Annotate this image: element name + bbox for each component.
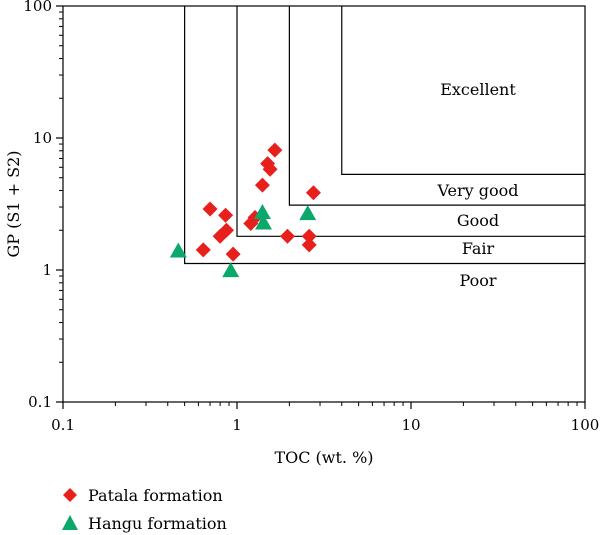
zone-boundaries [184,6,585,265]
zone-boundary-good [236,6,585,237]
zone-labels: Excellent Very good Good Fair Poor [436,80,518,290]
zone-label-very-good: Very good [436,181,518,200]
legend-label-patala: Patala formation [88,486,223,505]
y-axis-label: GP (S1 + S2) [4,151,23,258]
patala-point [254,177,270,193]
zone-boundary-fair [184,6,585,265]
patala-point [279,228,295,244]
patala-point [301,237,317,253]
patala-point [218,222,234,238]
patala-point [225,246,241,262]
patala-point [218,207,234,223]
axis-ticks: 0.1 1 10 100 0.1 1 10 100 [23,0,599,434]
zone-boundary-very-good [288,6,585,206]
patala-point [305,185,321,201]
y-tick-label: 0.1 [28,393,52,411]
patala-point [195,242,211,258]
patala-point [301,228,317,244]
zone-label-poor: Poor [459,271,496,290]
legend-label-hangu: Hangu formation [88,514,227,533]
patala-point [262,161,278,177]
x-tick-label: 1 [232,416,242,434]
x-tick-label: 100 [571,416,600,434]
hangu-point [299,205,317,221]
y-tick-label: 10 [33,129,52,147]
zone-label-fair: Fair [462,239,495,258]
zone-label-excellent: Excellent [440,80,516,99]
hangu-point [254,214,272,230]
y-tick-label: 100 [23,0,52,15]
hangu-point [253,204,271,220]
hangu-point [169,242,187,258]
data-points [169,142,321,278]
hangu-point [222,262,240,278]
x-tick-label: 10 [401,416,420,434]
legend-diamond-marker [63,488,77,502]
patala-point [202,201,218,217]
zone-label-good: Good [457,211,499,230]
plot-frame [62,5,586,403]
x-tick-label: 0.1 [51,416,75,434]
patala-point [267,142,283,158]
x-axis-label: TOC (wt. %) [274,448,373,467]
legend: Patala formation Hangu formation [62,486,227,533]
y-tick-label: 1 [42,261,52,279]
zone-boundary-excellent [341,6,585,175]
legend-triangle-marker [62,515,78,530]
